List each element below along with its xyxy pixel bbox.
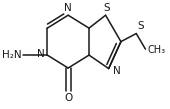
Text: N: N xyxy=(64,3,72,13)
Text: H₂N: H₂N xyxy=(2,50,22,60)
Text: O: O xyxy=(64,93,72,103)
Text: S: S xyxy=(103,3,109,13)
Text: S: S xyxy=(138,21,144,31)
Text: N: N xyxy=(113,66,121,76)
Text: N: N xyxy=(37,49,45,59)
Text: CH₃: CH₃ xyxy=(147,45,165,55)
